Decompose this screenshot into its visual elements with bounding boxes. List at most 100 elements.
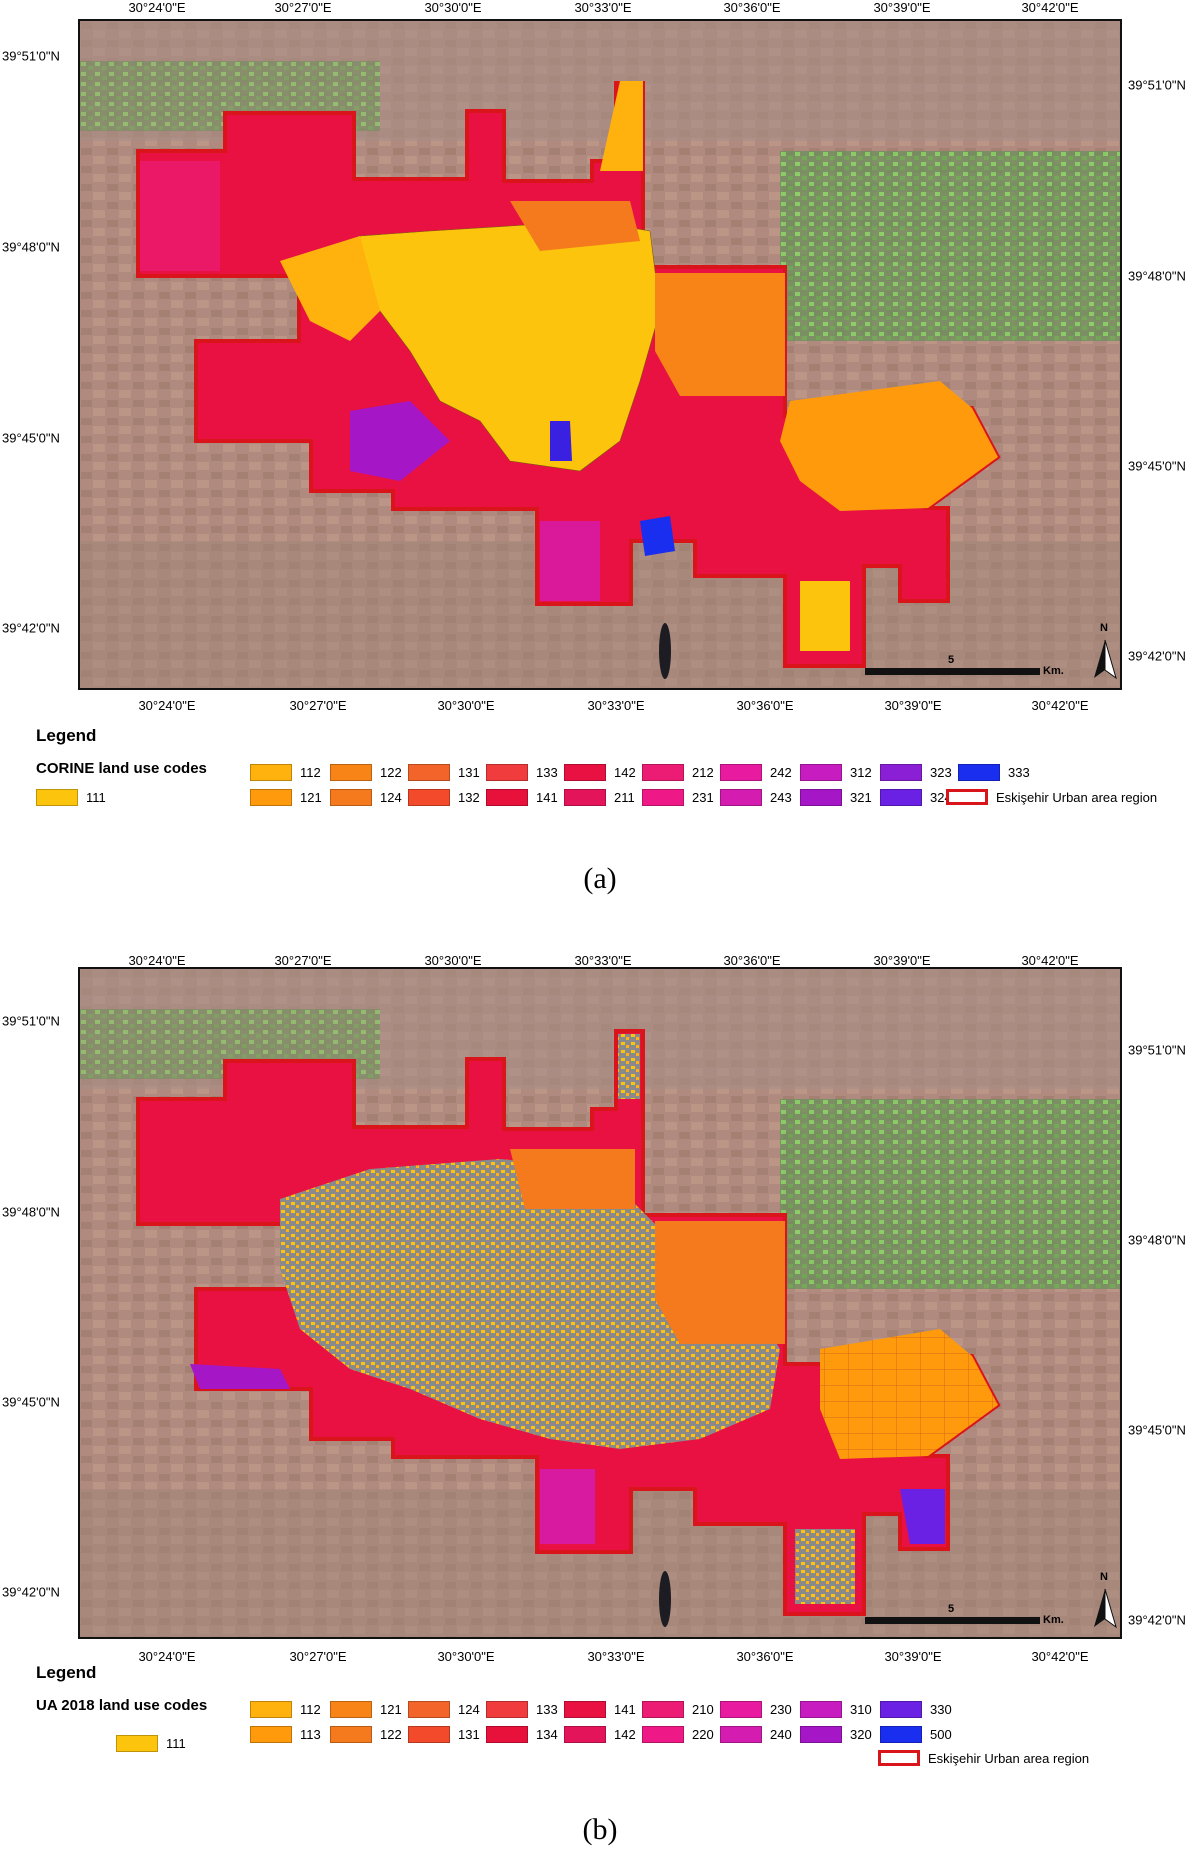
lon-tick-bottom: 30°36'0"E [736,1649,794,1664]
legend-label: 112 [300,1702,321,1717]
lat-tick-left: 39°42'0"N [2,620,60,636]
lon-tick-top: 30°33'0"E [574,953,632,968]
legend-item-310: 310 [800,1701,872,1718]
lat-tick-left: 39°45'0"N [2,1394,60,1410]
region-outline-swatch [878,1750,920,1766]
lon-tick-bottom: 30°39'0"E [884,1649,942,1664]
legend-label: 323 [930,765,952,780]
legend-swatch [486,1701,528,1718]
legend-swatch [642,789,684,806]
patch-122-plant [655,273,785,396]
legend-swatch [408,1726,450,1743]
patch-124-plant [655,1221,785,1344]
north-label: N [1100,1571,1108,1583]
legend-label: 132 [458,790,480,805]
patch-122-north [510,1149,635,1209]
legend-swatch [564,789,606,806]
legend-label: 131 [458,765,480,780]
legend-item-131: 131 [408,764,480,781]
legend-item-500: 500 [880,1726,952,1743]
legend-swatch [720,764,762,781]
lat-tick-left: 39°51'0"N [2,48,60,64]
legend-swatch [116,1735,158,1752]
map-frame-a [78,19,1122,690]
legend-item-122: 122 [330,1726,402,1743]
legend-swatch [564,764,606,781]
lon-tick-bottom: 30°42'0"E [1031,1649,1089,1664]
lon-tick-top: 30°42'0"E [1021,0,1079,15]
lon-tick-bottom: 30°30'0"E [437,1649,495,1664]
legend-region-item: Eskişehir Urban area region [878,1750,1089,1766]
legend-label: 133 [536,765,558,780]
legend-swatch [800,764,842,781]
legend-item-131: 131 [408,1726,480,1743]
legend-item-330: 330 [880,1701,952,1718]
legend-item-321: 321 [800,789,872,806]
lat-tick-left: 39°45'0"N [2,430,60,446]
legend-label: 211 [614,790,635,805]
legend-item-312: 312 [800,764,872,781]
legend-item-231: 231 [642,789,714,806]
legend-item-111: 111 [36,789,106,806]
legend-item-133: 133 [486,764,558,781]
lon-tick-top: 30°36'0"E [723,953,781,968]
legend-swatch [642,1701,684,1718]
legend-label: 310 [850,1702,872,1717]
legend-item-134: 134 [486,1726,558,1743]
lat-tick-left: 39°48'0"N [2,239,60,255]
legend-item-142: 142 [564,1726,636,1743]
legend-label: 111 [166,1736,186,1751]
legend-label: 321 [850,790,872,805]
legend-item-333: 333 [958,764,1030,781]
legend-label: 141 [614,1702,636,1717]
lat-tick-right: 39°48'0"N [1128,1232,1186,1248]
legend-swatch [486,764,528,781]
legend-item-211: 211 [564,789,635,806]
legend-swatch [958,764,1000,781]
legend-swatch [564,1701,606,1718]
legend-label: 230 [770,1702,792,1717]
patch-333-center [550,421,572,461]
legend-swatch [880,1726,922,1743]
lon-tick-top: 30°24'0"E [128,953,186,968]
lat-tick-left: 39°51'0"N [2,1013,60,1029]
legend-label: 210 [692,1702,714,1717]
legend-label: 134 [536,1727,558,1742]
patch-112-northeast [600,81,643,171]
legend-swatch [642,764,684,781]
scale-label: 5 [948,654,955,666]
legend-label: 124 [380,790,402,805]
lon-tick-bottom: 30°33'0"E [587,1649,645,1664]
scale-bar-line [865,668,1040,675]
legend-swatch [720,789,762,806]
legend-swatch [330,789,372,806]
legend-swatch [408,789,450,806]
legend-item-323: 323 [880,764,952,781]
lon-tick-top: 30°36'0"E [723,0,781,15]
legend-swatch [880,1701,922,1718]
legend-item-220: 220 [642,1726,714,1743]
legend-subtitle: UA 2018 land use codes [36,1697,208,1714]
legend-label: 320 [850,1727,872,1742]
patch-124-north [510,201,640,251]
lon-tick-bottom: 30°27'0"E [289,698,347,713]
legend-label: 142 [614,1727,636,1742]
legend-label: 112 [300,765,321,780]
region-label: Eskişehir Urban area region [928,1750,1090,1766]
legend-region-item: Eskişehir Urban area region [946,789,1157,805]
legend-label: 133 [536,1702,558,1717]
legend-swatch [800,1726,842,1743]
legend-label: 330 [930,1702,952,1717]
legend-swatch [250,764,292,781]
lon-tick-bottom: 30°30'0"E [437,698,495,713]
lat-tick-left: 39°48'0"N [2,1204,60,1220]
caption-a: (a) [583,862,617,895]
lon-tick-bottom: 30°36'0"E [736,698,794,713]
legend-item-242: 242 [720,764,792,781]
reservoir [659,623,671,679]
lon-tick-top: 30°24'0"E [128,0,186,15]
irrigated-fields [780,1099,1120,1289]
north-label: N [1100,622,1108,634]
legend-swatch [408,1701,450,1718]
legend-item-124: 124 [330,789,402,806]
